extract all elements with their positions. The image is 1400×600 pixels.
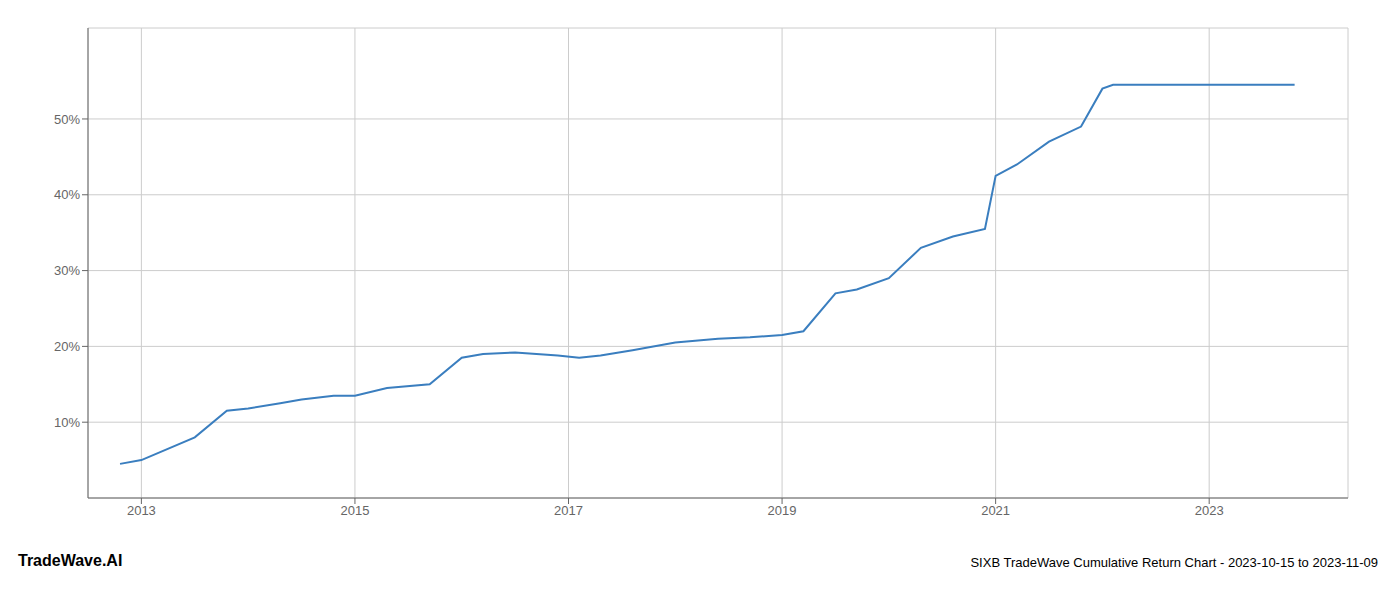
svg-text:2013: 2013 <box>127 503 156 518</box>
html-text:TradeWave.AI: TradeWave.AI <box>18 552 123 569</box>
html-text:SIXB TradeWave Cumulative Retu: SIXB TradeWave Cumulative Return Chart -… <box>970 555 1378 570</box>
svg-text:30%: 30% <box>54 263 80 278</box>
svg-text:2021: 2021 <box>981 503 1010 518</box>
svg-text:20%: 20% <box>54 339 80 354</box>
svg-text:2019: 2019 <box>768 503 797 518</box>
svg-text:2015: 2015 <box>340 503 369 518</box>
svg-text:2017: 2017 <box>554 503 583 518</box>
svg-text:10%: 10% <box>54 415 80 430</box>
svg-text:50%: 50% <box>54 112 80 127</box>
svg-text:40%: 40% <box>54 187 80 202</box>
svg-text:2023: 2023 <box>1195 503 1224 518</box>
